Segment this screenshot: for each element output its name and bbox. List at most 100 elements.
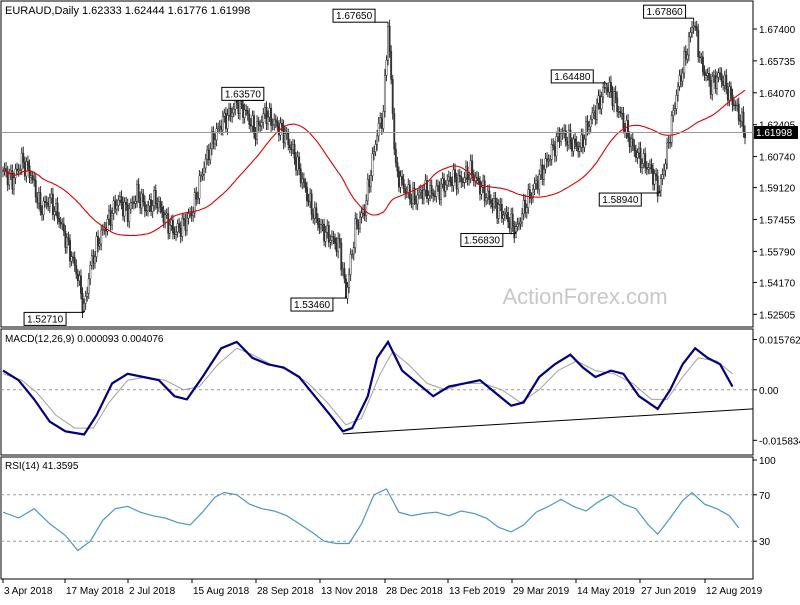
candle-body xyxy=(285,132,288,135)
candle-body xyxy=(616,97,619,113)
candle-body xyxy=(712,75,715,78)
candle-body xyxy=(592,110,595,114)
candle-body xyxy=(566,141,569,146)
candle-body xyxy=(446,180,449,186)
candle-body xyxy=(659,178,662,192)
candle-body xyxy=(376,135,379,145)
candle-body xyxy=(253,115,255,134)
candle-body xyxy=(70,256,73,262)
candle-body xyxy=(664,163,667,171)
candle-body xyxy=(41,211,43,215)
candle-body xyxy=(695,26,698,31)
candle-body xyxy=(719,72,722,75)
candle-body xyxy=(642,153,645,164)
candle-body xyxy=(382,111,385,129)
annotation-label: 1.64480 xyxy=(554,72,591,83)
annotation-label: 1.67650 xyxy=(336,11,373,22)
candle-body xyxy=(479,180,481,195)
candle-body xyxy=(546,158,548,162)
candle-body xyxy=(686,54,689,60)
candle-body xyxy=(525,207,528,213)
price-y-tick-label: 1.67400 xyxy=(759,25,796,36)
candle-body xyxy=(424,180,427,191)
candle-body xyxy=(558,133,561,142)
candle-body xyxy=(608,81,611,93)
candle-body xyxy=(368,179,371,188)
candle-body xyxy=(329,240,332,243)
candle-body xyxy=(315,207,318,219)
candle-body xyxy=(401,176,404,180)
price-y-tick-label: 1.57455 xyxy=(759,216,796,227)
candle-body xyxy=(387,25,389,61)
candle-body xyxy=(630,138,633,147)
candle-body xyxy=(536,180,539,190)
candle-body xyxy=(542,168,545,180)
x-tick-label: 27 Jun 2019 xyxy=(641,586,696,597)
candle-body xyxy=(61,223,64,225)
candle-body xyxy=(263,106,266,115)
candle-body xyxy=(477,177,480,181)
x-tick-label: 29 Mar 2019 xyxy=(513,586,570,597)
candle-body xyxy=(591,112,594,120)
candle-body xyxy=(313,207,316,219)
annotation-label: 1.56830 xyxy=(464,235,501,246)
candle-body xyxy=(733,104,736,106)
candle-body xyxy=(351,253,354,256)
candle-body xyxy=(419,189,422,193)
candle-body xyxy=(318,224,321,229)
candle-body xyxy=(684,51,687,60)
annotation-box xyxy=(23,311,67,326)
candle-body xyxy=(471,160,474,175)
candle-body xyxy=(510,213,513,229)
candle-body xyxy=(50,193,53,199)
candle-body xyxy=(535,180,538,184)
candle-body xyxy=(360,212,363,218)
candle-body xyxy=(673,108,676,111)
candle-body xyxy=(260,121,263,127)
candle-body xyxy=(175,231,177,235)
x-tick-label: 14 May 2019 xyxy=(577,586,635,597)
candle-body xyxy=(81,293,84,312)
candle-body xyxy=(326,225,329,233)
candle-body xyxy=(31,175,34,180)
candle-body xyxy=(307,200,310,202)
price-panel: EURAUD,Daily 1.62333 1.62444 1.61776 1.6… xyxy=(0,0,798,328)
current-price-tag: 1.61998 xyxy=(754,125,798,139)
candle-body xyxy=(500,204,503,219)
candle-body xyxy=(613,91,616,107)
candle-body xyxy=(449,176,452,183)
candle-body xyxy=(157,201,160,209)
candle-body xyxy=(64,230,67,248)
annotation-label: 1.53460 xyxy=(294,300,331,311)
candle-body xyxy=(377,123,380,137)
candle-body xyxy=(114,200,117,210)
x-tick-label: 13 Feb 2019 xyxy=(449,586,506,597)
candle-body xyxy=(627,120,630,138)
candle-body xyxy=(98,243,101,247)
candle-body xyxy=(450,181,453,187)
candle-body xyxy=(298,156,301,170)
rsi-level-lines xyxy=(1,494,753,542)
candle-body xyxy=(220,125,223,131)
candle-body xyxy=(196,197,199,200)
candle-body xyxy=(583,138,586,148)
candle-body xyxy=(528,189,531,199)
candle-body xyxy=(153,190,156,207)
candle-body xyxy=(62,223,65,232)
candle-body xyxy=(59,221,62,225)
price-y-tick-label: 1.60740 xyxy=(759,153,796,164)
candle-body xyxy=(594,110,597,120)
candle-body xyxy=(726,89,729,101)
x-tick-label: 28 Sep 2018 xyxy=(257,586,314,597)
candle-body xyxy=(493,197,495,208)
candle-body xyxy=(69,240,71,262)
candle-body xyxy=(436,185,439,187)
candle-body xyxy=(357,223,360,229)
candle-body xyxy=(728,86,731,101)
annotation-box xyxy=(460,232,504,247)
candle-body xyxy=(717,72,720,78)
candle-body xyxy=(706,72,709,76)
candle-body xyxy=(245,109,248,112)
candle-body xyxy=(552,144,555,147)
candle-body xyxy=(20,152,23,170)
